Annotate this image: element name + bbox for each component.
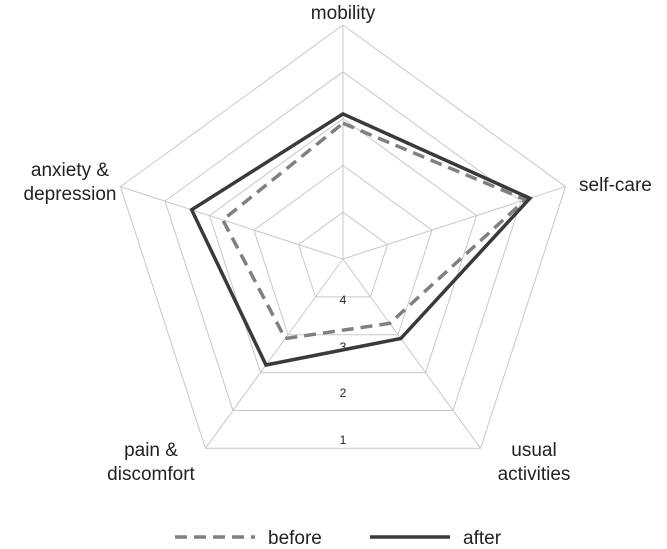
series-after — [189, 111, 533, 367]
axis-label-pain: pain & — [124, 440, 178, 461]
axis-label-usual: usual — [511, 440, 556, 461]
legend-label-after: after — [463, 528, 502, 549]
axis-labels: mobility self-care usual activities pain… — [24, 3, 652, 485]
axis-label-anxiety: anxiety & — [31, 160, 109, 181]
axis-label-mobility: mobility — [311, 3, 376, 24]
tick-label-2: 2 — [340, 386, 347, 400]
tick-label-3: 3 — [340, 340, 347, 354]
axis-label-self-care: self-care — [579, 175, 652, 196]
legend: before after — [175, 528, 502, 549]
spoke-anxiety-depression — [120, 186, 344, 260]
tick-label-1: 1 — [340, 433, 347, 447]
axis-label-depression: depression — [24, 184, 117, 205]
grid-ring-0 — [119, 24, 567, 449]
series-before — [220, 121, 529, 341]
radial-tick-labels: 1 2 3 4 — [340, 293, 347, 447]
legend-label-before: before — [268, 528, 322, 549]
axis-label-activities: activities — [498, 464, 571, 485]
grid-ring-3 — [253, 164, 433, 336]
grid-ring-2 — [208, 117, 478, 374]
spoke-usual-activities — [342, 258, 481, 449]
radar-series — [189, 111, 533, 367]
tick-label-4: 4 — [340, 293, 347, 307]
spoke-pain-discomfort — [205, 258, 344, 449]
grid-ring-4 — [297, 211, 389, 298]
axis-label-discomfort: discomfort — [107, 464, 195, 485]
radar-spokes — [120, 25, 566, 449]
